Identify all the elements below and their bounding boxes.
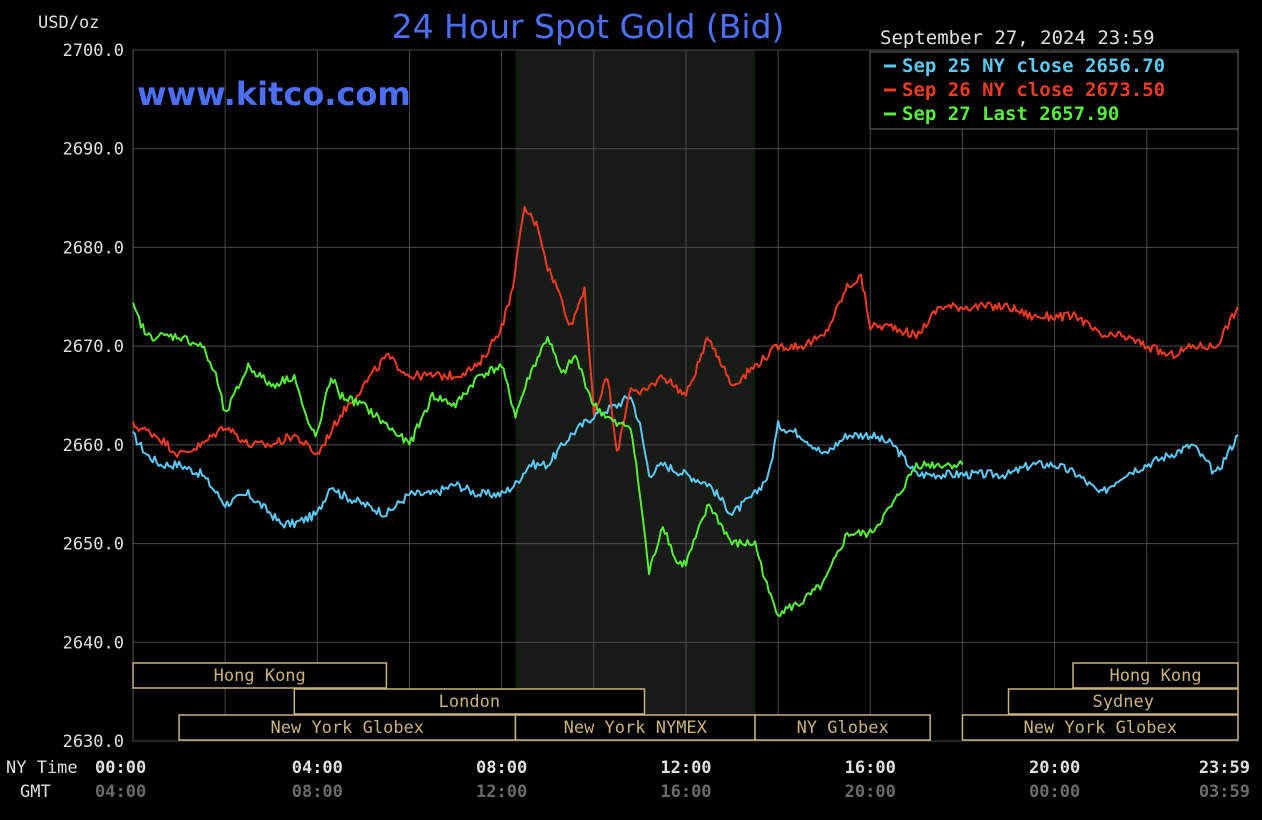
- x-tick-label-ny: 20:00: [1029, 758, 1080, 778]
- watermark-url: www.kitco.com: [137, 75, 411, 113]
- x-tick-label-ny: 12:00: [660, 758, 711, 778]
- chart-title: 24 Hour Spot Gold (Bid): [392, 7, 785, 46]
- x-tick-label-gmt: 08:00: [292, 782, 343, 802]
- session-box: [132, 662, 388, 689]
- session-box: [514, 714, 756, 741]
- y-tick-label: 2630.0: [63, 732, 124, 752]
- y-tick-label: 2690.0: [63, 140, 124, 160]
- session-label: Hong Kong: [1109, 666, 1201, 686]
- series-line: [132, 395, 1239, 529]
- y-tick-label: 2680.0: [63, 238, 124, 258]
- chart-datetime: September 27, 2024 23:59: [880, 27, 1155, 49]
- session-label: New York Globex: [1023, 718, 1177, 738]
- x-tick-label-gmt: 12:00: [476, 782, 527, 802]
- x-tick-label-ny: 04:00: [292, 758, 343, 778]
- session-label: New York Globex: [271, 718, 425, 738]
- y-axis-unit-label: USD/oz: [38, 13, 99, 33]
- legend-entry: Sep 25 NY close 2656.70: [902, 55, 1165, 77]
- session-label: New York NYMEX: [564, 718, 708, 738]
- x-axis-ticks: 00:00 04:00 08:00 12:00 16:00 20:00 23:59 04:00…: [95, 758, 1250, 802]
- session-box: [1007, 688, 1239, 715]
- session-label: London: [439, 692, 500, 712]
- price-series: [132, 205, 1239, 618]
- legend-entry: Sep 26 NY close 2673.50: [902, 79, 1165, 101]
- x-axis-ny-time-label: NY Time: [6, 758, 78, 778]
- nymex-session-shading: [515, 50, 756, 741]
- series-line: [132, 302, 964, 618]
- session-label: Sydney: [1093, 692, 1154, 712]
- x-tick-label-gmt: 16:00: [660, 782, 711, 802]
- x-tick-label-ny: 00:00: [95, 758, 146, 778]
- y-tick-label: 2670.0: [63, 337, 124, 357]
- session-box: [754, 714, 931, 741]
- x-axis-gmt-label: GMT: [20, 782, 51, 802]
- x-tick-label-gmt: 20:00: [845, 782, 896, 802]
- y-tick-label: 2700.0: [63, 41, 124, 61]
- x-tick-label-ny: 16:00: [845, 758, 896, 778]
- grid-lines: [133, 49, 1238, 742]
- session-box: [178, 714, 517, 741]
- legend-frame: [869, 51, 1239, 130]
- session-box: [1072, 662, 1239, 689]
- y-tick-label: 2640.0: [63, 633, 124, 653]
- session-box: [961, 714, 1239, 741]
- x-tick-label-ny: 08:00: [476, 758, 527, 778]
- x-tick-label-gmt: 00:00: [1029, 782, 1080, 802]
- y-tick-label: 2650.0: [63, 535, 124, 555]
- legend-entry: Sep 27 Last 2657.90: [902, 103, 1119, 125]
- trading-sessions: Hong Kong Hong Kong London Sydney New York G…: [132, 662, 1239, 741]
- session-label: NY Globex: [797, 718, 889, 738]
- x-tick-label-gmt: 04:00: [95, 782, 146, 802]
- y-tick-label: 2660.0: [63, 436, 124, 456]
- series-line: [132, 205, 1239, 458]
- x-tick-label-ny: 23:59: [1199, 758, 1250, 778]
- session-label: Hong Kong: [214, 666, 306, 686]
- x-tick-label-gmt: 03:59: [1199, 782, 1250, 802]
- session-box: [293, 688, 646, 715]
- y-axis-ticks: 2700.0 2690.0 2680.0 2670.0 2660.0 2650.0 2640…: [63, 41, 124, 752]
